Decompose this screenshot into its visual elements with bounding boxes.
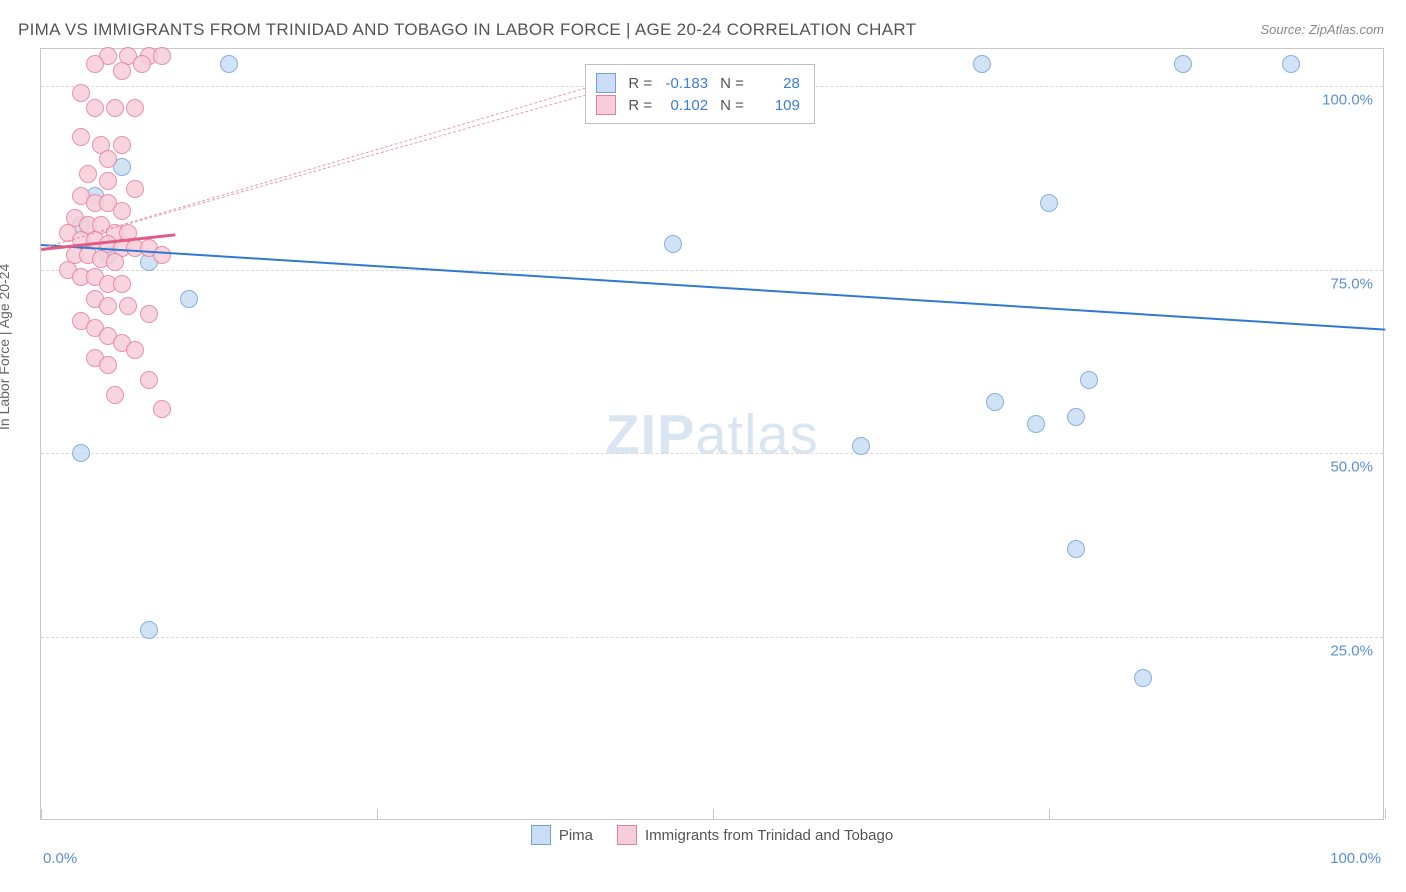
scatter-point bbox=[126, 180, 144, 198]
legend-item: Immigrants from Trinidad and Tobago bbox=[617, 825, 893, 845]
scatter-point bbox=[113, 62, 131, 80]
legend-label: Immigrants from Trinidad and Tobago bbox=[645, 827, 893, 844]
scatter-point bbox=[140, 371, 158, 389]
scatter-point bbox=[140, 305, 158, 323]
scatter-point bbox=[852, 437, 870, 455]
scatter-point bbox=[153, 400, 171, 418]
x-tick bbox=[41, 809, 42, 819]
stat-value-r: -0.183 bbox=[660, 75, 708, 92]
scatter-point bbox=[1174, 55, 1192, 73]
x-min-label: 0.0% bbox=[43, 850, 77, 867]
scatter-point bbox=[106, 99, 124, 117]
scatter-point bbox=[126, 99, 144, 117]
scatter-point bbox=[99, 297, 117, 315]
legend-label: Pima bbox=[559, 827, 593, 844]
stat-value-r: 0.102 bbox=[660, 97, 708, 114]
scatter-point bbox=[153, 246, 171, 264]
y-axis-label: In Labor Force | Age 20-24 bbox=[0, 264, 12, 430]
stat-label-n: N = bbox=[720, 97, 744, 114]
series-swatch bbox=[596, 95, 616, 115]
scatter-point bbox=[113, 136, 131, 154]
x-tick bbox=[713, 809, 714, 819]
scatter-point bbox=[986, 393, 1004, 411]
watermark: ZIPatlas bbox=[605, 402, 818, 467]
scatter-point bbox=[1027, 415, 1045, 433]
scatter-point bbox=[113, 275, 131, 293]
scatter-point bbox=[79, 165, 97, 183]
x-tick bbox=[1385, 809, 1386, 819]
y-tick-label: 50.0% bbox=[1330, 459, 1373, 476]
x-max-label: 100.0% bbox=[1330, 850, 1381, 867]
scatter-point bbox=[99, 150, 117, 168]
scatter-point bbox=[119, 297, 137, 315]
scatter-point bbox=[1040, 194, 1058, 212]
scatter-point bbox=[153, 47, 171, 65]
trend-line bbox=[41, 244, 1385, 331]
scatter-point bbox=[99, 172, 117, 190]
scatter-point bbox=[106, 253, 124, 271]
x-tick bbox=[1049, 809, 1050, 819]
scatter-point bbox=[1134, 669, 1152, 687]
series-swatch bbox=[596, 73, 616, 93]
scatter-point bbox=[664, 235, 682, 253]
chart-title: PIMA VS IMMIGRANTS FROM TRINIDAD AND TOB… bbox=[18, 20, 916, 40]
scatter-point bbox=[126, 341, 144, 359]
source-attribution: Source: ZipAtlas.com bbox=[1260, 22, 1384, 37]
gridline-h bbox=[41, 453, 1383, 454]
stat-label-n: N = bbox=[720, 75, 744, 92]
legend-swatch bbox=[617, 825, 637, 845]
y-tick-label: 25.0% bbox=[1330, 643, 1373, 660]
scatter-point bbox=[99, 356, 117, 374]
stat-label-r: R = bbox=[628, 75, 652, 92]
gridline-h bbox=[41, 637, 1383, 638]
scatter-point bbox=[1080, 371, 1098, 389]
scatter-plot: ZIPatlas 25.0% 50.0% 75.0% 100.0% R = -0.183 N… bbox=[40, 48, 1384, 820]
stat-value-n: 28 bbox=[752, 75, 800, 92]
scatter-point bbox=[973, 55, 991, 73]
scatter-point bbox=[1282, 55, 1300, 73]
stats-row: R = -0.183 N = 28 bbox=[596, 73, 800, 93]
scatter-point bbox=[140, 621, 158, 639]
scatter-point bbox=[180, 290, 198, 308]
scatter-point bbox=[72, 128, 90, 146]
scatter-point bbox=[133, 55, 151, 73]
scatter-point bbox=[1067, 408, 1085, 426]
scatter-point bbox=[72, 444, 90, 462]
stat-value-n: 109 bbox=[752, 97, 800, 114]
scatter-point bbox=[106, 386, 124, 404]
y-tick-label: 100.0% bbox=[1322, 91, 1373, 108]
series-legend: Pima Immigrants from Trinidad and Tobago bbox=[41, 825, 1383, 849]
scatter-point bbox=[113, 202, 131, 220]
legend-item: Pima bbox=[531, 825, 593, 845]
stat-label-r: R = bbox=[628, 97, 652, 114]
correlation-stats-box: R = -0.183 N = 28 R = 0.102 N = 109 bbox=[585, 64, 815, 124]
gridline-h bbox=[41, 270, 1383, 271]
scatter-point bbox=[220, 55, 238, 73]
y-tick-label: 75.0% bbox=[1330, 275, 1373, 292]
x-tick bbox=[377, 809, 378, 819]
legend-swatch bbox=[531, 825, 551, 845]
stats-row: R = 0.102 N = 109 bbox=[596, 95, 800, 115]
scatter-point bbox=[1067, 540, 1085, 558]
scatter-point bbox=[86, 99, 104, 117]
scatter-point bbox=[86, 55, 104, 73]
scatter-point bbox=[72, 84, 90, 102]
